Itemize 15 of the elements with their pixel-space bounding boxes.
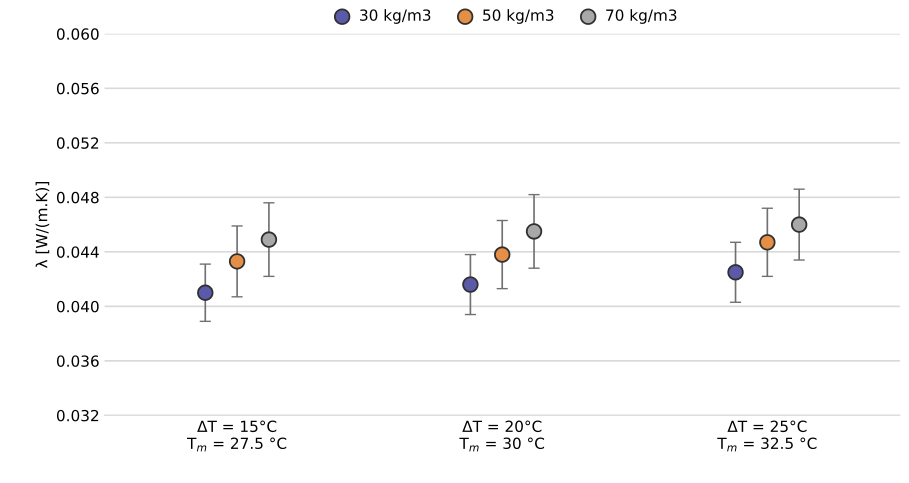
y-tick-label: 0.056 [56,82,99,94]
y-axis-title: λ [W/(m.K)] [36,182,50,268]
x-tick-label: ΔT = 25°C T$_{m}$ = 32.5 °C [717,420,816,452]
x-tick-label: ΔT = 20°C T$_{m}$ = 30 °C [459,420,544,452]
legend-label: 30 kg/m3 [360,9,430,24]
y-tick-label: 0.052 [56,137,98,149]
y-tick-label: 0.044 [56,246,99,258]
y-tick-label: 0.060 [56,28,99,40]
y-tick-label: 0.032 [56,410,98,422]
y-tick-label: 0.036 [56,355,99,367]
y-tick-label: 0.040 [56,300,99,312]
legend-label: 50 kg/m3 [483,9,554,24]
x-tick-label: ΔT = 15°C T$_{m}$ = 27.5 °C [187,420,286,452]
legend-label: 70 kg/m3 [606,9,676,24]
y-tick-label: 0.048 [56,192,99,204]
